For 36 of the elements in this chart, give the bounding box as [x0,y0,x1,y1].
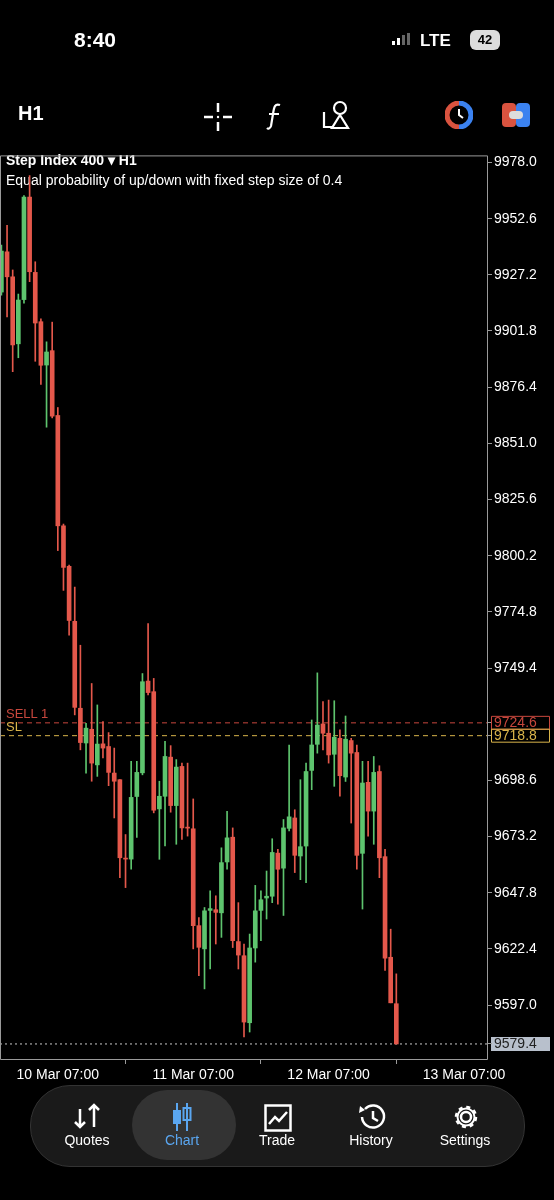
y-tick-label: 9597.0 [494,995,538,1012]
candlestick [258,890,264,942]
text: Quotes [63,1132,111,1148]
y-tick-label: 9774.8 [494,602,538,619]
y-tick-label: 9952.6 [494,209,538,226]
text: Trade [257,1132,297,1148]
y-tick-label: 9800.2 [494,546,538,563]
y-tick-label: 9851.0 [494,434,538,451]
x-tick-label: 13 Mar 07:00 [422,1066,506,1083]
candlestick [207,890,213,970]
y-tick-label: 9927.2 [494,265,538,282]
x-tick-label: 10 Mar 07:00 [16,1066,100,1083]
y-tick-label: 9876.4 [494,378,538,395]
text: History [348,1132,394,1148]
text: 8:40 [74,28,117,52]
x-tick-label: 12 Mar 07:00 [287,1066,371,1083]
y-tick-label: 9698.6 [494,771,538,788]
ref-line-label: SL [6,719,22,735]
chart-title: Step Index 400 ▾ H1 [6,151,137,169]
candlestick [213,895,219,945]
candlestick [331,700,337,787]
text: Chart [163,1132,201,1148]
y-tick-label: 9647.8 [494,883,538,900]
y-tick-label: 9749.4 [494,658,538,675]
y-tick-label: 9579.4 [494,1034,538,1051]
y-tick-label: 9622.4 [494,939,538,956]
y-tick-label: 9825.6 [494,490,538,507]
text: LTE [420,31,451,51]
ref-line-label: SELL 1 [6,706,49,722]
y-tick-label: 9978.0 [494,153,538,170]
text: Settings [438,1132,492,1148]
x-tick-label: 11 Mar 07:00 [152,1066,235,1083]
y-tick-label: 9901.8 [494,321,538,338]
text: H1 [18,102,44,125]
y-tick-label: 9673.2 [494,827,538,844]
text: 42 [470,30,500,50]
